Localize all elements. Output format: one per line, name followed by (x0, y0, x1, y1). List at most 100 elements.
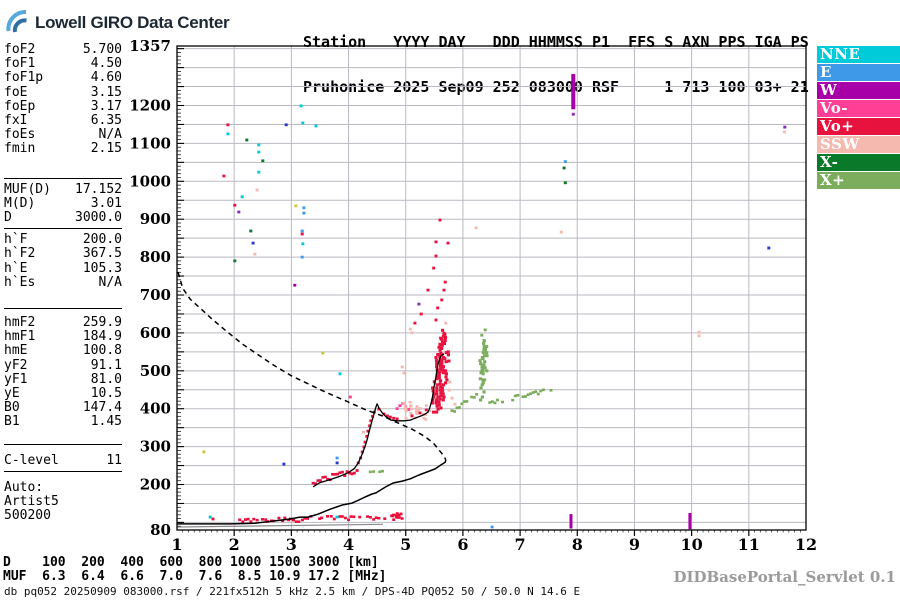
svg-text:5: 5 (400, 535, 411, 554)
characteristic-row: foF1p 4.60 (4, 71, 122, 85)
characteristic-row: hmF2 259.9 (4, 315, 122, 331)
characteristic-value: 11 (106, 452, 122, 468)
characteristic-row: M(D) 3.01 (4, 195, 122, 211)
panel-section-3: h`F 200.0 h`F2 367.5 h`E 105.3 h`Es N/A (4, 228, 122, 290)
characteristic-label: h`F (4, 232, 28, 248)
svg-text:3: 3 (286, 535, 297, 554)
characteristic-row: h`F 200.0 (4, 233, 122, 247)
legend-item-e: E (817, 64, 900, 81)
svg-text:6: 6 (457, 535, 468, 554)
giro-wave-icon (5, 7, 32, 38)
characteristic-label: 500200 (4, 508, 51, 524)
characteristic-row: Artist5 (4, 494, 122, 509)
characteristic-label: fxI (4, 113, 28, 129)
svg-text:400: 400 (140, 400, 171, 418)
svg-text:200: 200 (140, 476, 171, 494)
svg-text:600: 600 (140, 324, 171, 342)
legend-item-w: W (817, 82, 900, 99)
legend-item-vo: Vo- (817, 100, 900, 117)
svg-text:1: 1 (171, 535, 182, 554)
svg-text:12: 12 (795, 535, 817, 554)
characteristic-label: foEp (4, 98, 36, 114)
panel-section-4: hmF2 259.9 hmF1 184.9 hmE 100.8 yF2 91.1 yF1 81.0… (4, 308, 122, 430)
characteristic-label: hmF1 (4, 329, 36, 345)
characteristic-label: hmF2 (4, 315, 36, 331)
characteristic-value: 4.60 (90, 70, 122, 86)
svg-text:7: 7 (515, 535, 526, 554)
characteristic-label: B0 (4, 400, 20, 416)
characteristic-value: 3.17 (90, 98, 122, 114)
panel-section-2: MUF(D) 17.152 M(D) 3.01 D 3000.0 (4, 177, 122, 226)
svg-text:11: 11 (738, 535, 760, 554)
svg-text:300: 300 (140, 438, 171, 456)
characteristic-row: foE 3.15 (4, 84, 122, 100)
characteristic-row: yF1 81.0 (4, 371, 122, 387)
characteristic-row: foF1 4.50 (4, 57, 122, 71)
characteristic-value: 6.35 (90, 113, 122, 129)
characteristic-row: hmE 100.8 (4, 344, 122, 358)
characteristic-label: M(D) (4, 195, 36, 211)
characteristic-label: hmE (4, 343, 28, 359)
characteristic-value: 1.45 (90, 414, 122, 430)
legend-item-ssw: SSW (817, 136, 900, 153)
legend-item-nne: NNE (817, 46, 900, 63)
characteristic-value: 3.15 (90, 84, 122, 100)
characteristic-value: 147.4 (82, 400, 122, 416)
characteristic-row: C-level 11 (4, 452, 122, 468)
characteristic-row: yE 10.5 (4, 386, 122, 402)
characteristic-row: MUF(D) 17.152 (4, 181, 122, 197)
characteristic-row: Auto: (4, 480, 122, 495)
svg-text:900: 900 (140, 210, 171, 228)
characteristic-value: 105.3 (82, 260, 122, 276)
characteristic-value: 2.15 (90, 141, 122, 157)
characteristic-row: D 3000.0 (4, 210, 122, 225)
characteristic-row: fmin 2.15 (4, 142, 122, 156)
giro-logo: Lowell GIRO Data Center (5, 7, 230, 38)
characteristic-value: 81.0 (90, 371, 122, 387)
legend-item-x: X- (817, 154, 900, 171)
echo-direction-legend: NNE E W Vo- Vo+ SSW X- X+ (817, 46, 900, 190)
characteristic-row: foF2 5.700 (4, 42, 122, 57)
legend-item-x: X+ (817, 172, 900, 189)
svg-text:4: 4 (343, 535, 354, 554)
characteristic-row: h`E 105.3 (4, 260, 122, 276)
characteristic-row: h`F2 367.5 (4, 247, 122, 261)
svg-text:700: 700 (140, 286, 171, 304)
characteristic-value: 100.8 (82, 343, 122, 359)
legend-item-vo: Vo+ (817, 118, 900, 135)
characteristic-label: foE (4, 84, 28, 100)
characteristic-row: B1 1.45 (4, 415, 122, 429)
characteristic-label: foF2 (4, 42, 36, 57)
record-status-line: db pq052 20250909 083000.rsf / 221fx512h… (4, 585, 581, 598)
muf-row: MUF 6.3 6.4 6.6 7.0 7.6 8.5 10.9 17.2 [M… (3, 569, 387, 584)
characteristic-row: foEs N/A (4, 128, 122, 142)
characteristic-label: yE (4, 386, 20, 402)
characteristic-value: 184.9 (82, 329, 122, 345)
svg-text:80: 80 (150, 521, 171, 539)
characteristic-label: yF1 (4, 371, 28, 387)
characteristic-label: MUF(D) (4, 181, 51, 197)
panel-section-1: foF2 5.700 foF1 4.50 foF1p 4.60 foE 3.15 foEp 3.1… (4, 42, 122, 157)
svg-text:1100: 1100 (129, 134, 171, 152)
characteristic-label: fmin (4, 141, 36, 157)
characteristic-label: foF1 (4, 56, 36, 72)
characteristic-value: 259.9 (82, 315, 122, 331)
characteristic-label: B1 (4, 414, 20, 430)
characteristic-value: 3.01 (90, 195, 122, 211)
svg-text:1200: 1200 (129, 97, 171, 115)
characteristic-value: 5.700 (82, 42, 122, 57)
svg-text:800: 800 (140, 248, 171, 266)
distance-row: D 100 200 400 600 800 1000 1500 3000 [km… (3, 555, 379, 570)
characteristic-row: yF2 91.1 (4, 358, 122, 373)
panel-section-6: Auto: Artist5 500200 (4, 470, 122, 524)
svg-text:500: 500 (140, 362, 171, 380)
characteristic-row: fxI 6.35 (4, 113, 122, 129)
characteristic-label: h`Es (4, 274, 36, 290)
characteristic-row: h`Es N/A (4, 274, 122, 290)
characteristic-label: foF1p (4, 70, 44, 86)
panel-section-5: C-level 11 (4, 443, 122, 468)
characteristic-value: 200.0 (82, 232, 122, 248)
